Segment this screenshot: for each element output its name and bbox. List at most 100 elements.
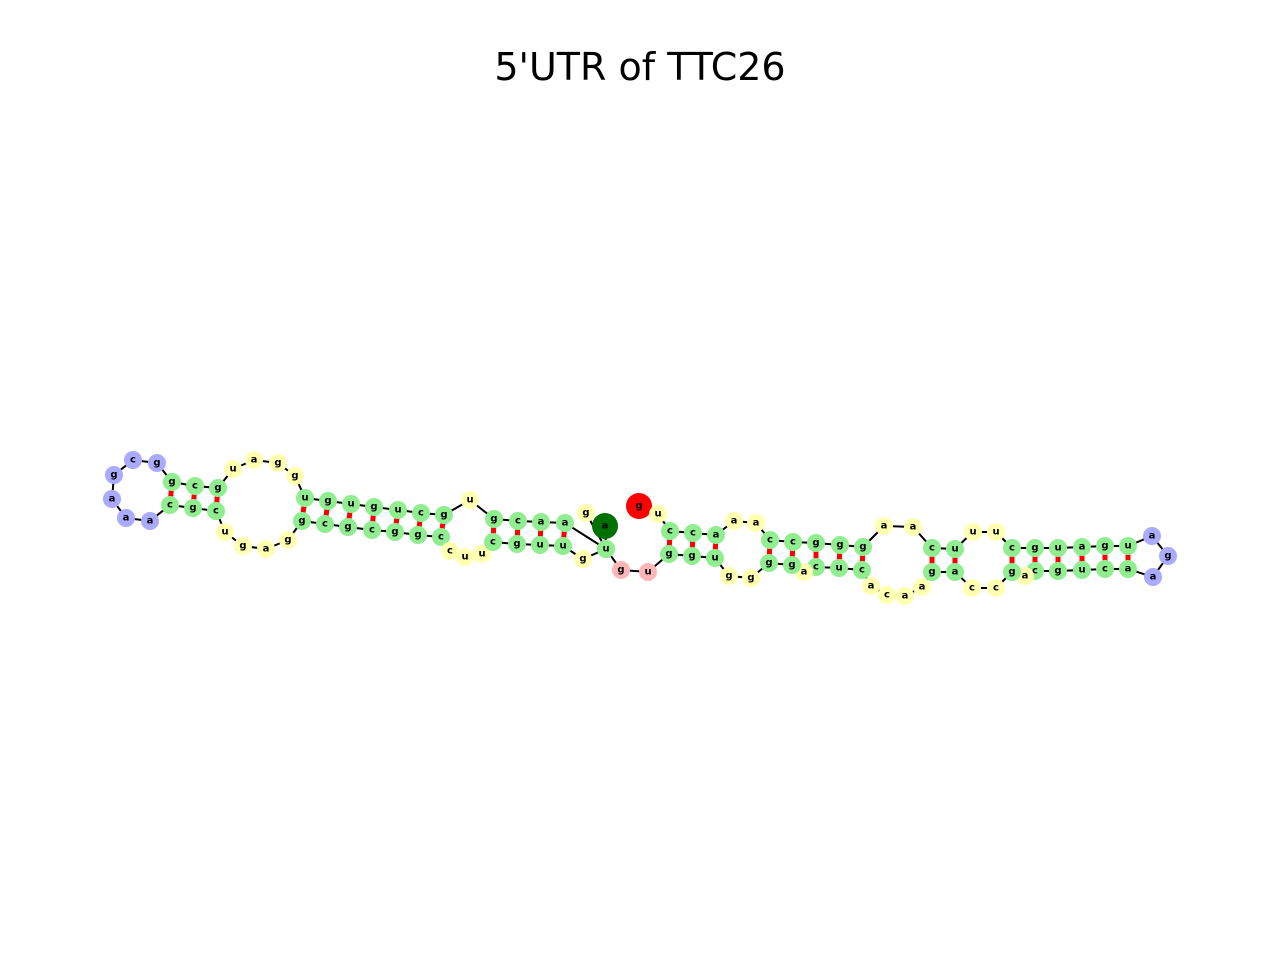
nucleotide-node: a	[896, 587, 914, 605]
three-prime-end-node: a	[592, 513, 618, 539]
nucleotide-node: g	[293, 512, 311, 530]
nucleotide-node: c	[661, 522, 679, 540]
nucleotide-circle	[923, 539, 941, 557]
nucleotide-node: g	[286, 467, 304, 485]
nucleotide-label: c	[1032, 566, 1038, 577]
nucleotide-label: g	[214, 483, 221, 494]
nucleotide-node: g	[148, 454, 166, 472]
nucleotide-circle	[853, 561, 871, 579]
nucleotide-node: c	[124, 451, 142, 469]
nucleotide-node: g	[612, 561, 630, 579]
nucleotide-circle	[216, 523, 234, 541]
nucleotide-circle	[684, 524, 702, 542]
nucleotide-node: g	[508, 535, 526, 553]
nucleotide-label: g	[274, 458, 281, 469]
nucleotide-label: g	[440, 510, 447, 521]
nucleotide-label: c	[767, 535, 773, 546]
nucleotide-node: c	[316, 515, 334, 533]
nucleotide-circle	[117, 509, 135, 527]
nucleotide-circle	[761, 531, 779, 549]
nucleotide-node: c	[412, 504, 430, 522]
nucleotide-label: c	[438, 532, 444, 543]
nucleotide-circle	[509, 512, 527, 530]
nucleotide-label: a	[731, 516, 738, 527]
nucleotide-circle	[831, 536, 849, 554]
nucleotide-circle	[103, 490, 121, 508]
nucleotide-label: a	[1022, 571, 1029, 582]
nucleotide-circle	[784, 533, 802, 551]
nucleotide-label: c	[418, 508, 424, 519]
nucleotide-node: g	[831, 536, 849, 554]
nucleotide-node: u	[1073, 561, 1091, 579]
nucleotide-label: g	[284, 535, 291, 546]
nucleotide-label: u	[654, 509, 661, 520]
nucleotide-circle	[363, 521, 381, 539]
nucleotide-node: g	[386, 523, 404, 541]
nucleotide-node: g	[163, 473, 181, 491]
nucleotide-node: a	[141, 512, 159, 530]
nucleotide-label: g	[490, 514, 497, 525]
nucleotide-circle	[987, 579, 1005, 597]
nucleotide-node: a	[725, 512, 743, 530]
nucleotide-label: g	[788, 560, 795, 571]
nucleotide-node: u	[296, 489, 314, 507]
nucleotide-node: g	[783, 556, 801, 574]
nucleotide-node: c	[509, 512, 527, 530]
nucleotide-circle	[234, 537, 252, 555]
nucleotide-circle	[626, 493, 652, 519]
nucleotide-label: u	[992, 527, 999, 538]
nucleotide-circle	[904, 518, 922, 536]
nucleotide-label: c	[369, 525, 375, 536]
nucleotide-label: a	[263, 544, 270, 555]
nucleotide-label: u	[347, 499, 354, 510]
nucleotide-label: g	[513, 539, 520, 550]
nucleotide-node: u	[216, 523, 234, 541]
nucleotide-node: c	[432, 528, 450, 546]
nucleotide-node: u	[473, 545, 491, 563]
nucleotide-label: a	[910, 522, 917, 533]
nucleotide-circle	[913, 578, 931, 596]
nucleotide-node: c	[441, 542, 459, 560]
nucleotide-circle	[1119, 560, 1137, 578]
nucleotide-label: c	[1102, 564, 1108, 575]
nucleotide-label: u	[301, 493, 308, 504]
nucleotide-node: u	[649, 505, 667, 523]
nucleotide-circle	[293, 512, 311, 530]
nucleotide-node: u	[987, 523, 1005, 541]
nucleotide-label: c	[790, 537, 796, 548]
nucleotide-node: c	[761, 531, 779, 549]
nucleotide-label: g	[391, 527, 398, 538]
nucleotide-circle	[577, 504, 595, 522]
nucleotide-label: a	[902, 591, 909, 602]
nucleotide-label: g	[582, 508, 589, 519]
nucleotide-label: g	[189, 503, 196, 514]
nucleotide-circle	[706, 549, 724, 567]
nucleotide-circle	[245, 451, 263, 469]
nucleotide-circle	[1003, 563, 1021, 581]
nucleotide-label: c	[192, 481, 198, 492]
nucleotide-circle	[286, 467, 304, 485]
nucleotide-circle	[461, 491, 479, 509]
nucleotide-node: u	[342, 495, 360, 513]
nucleotide-node: a	[257, 540, 275, 558]
nucleotide-node: c	[963, 579, 981, 597]
nucleotide-label: a	[602, 521, 609, 532]
nucleotide-circle	[1143, 527, 1161, 545]
nucleotide-circle	[783, 556, 801, 574]
nucleotide-node: g	[435, 506, 453, 524]
nucleotide-node: c	[186, 477, 204, 495]
nucleotide-node: g	[660, 545, 678, 563]
nucleotide-node: a	[245, 451, 263, 469]
nucleotide-label: g	[617, 565, 624, 576]
nucleotide-circle	[484, 533, 502, 551]
nucleotide-circle	[807, 534, 825, 552]
nucleotide-node: g	[234, 537, 252, 555]
nucleotide-label: c	[813, 562, 819, 573]
nucleotide-label: a	[109, 494, 116, 505]
nucleotide-circle	[386, 523, 404, 541]
nucleotide-circle	[639, 563, 657, 581]
nucleotide-label: c	[490, 537, 496, 548]
nucleotide-node: g	[105, 466, 123, 484]
nucleotide-label: g	[1054, 566, 1061, 577]
nucleotide-node: g	[339, 518, 357, 536]
